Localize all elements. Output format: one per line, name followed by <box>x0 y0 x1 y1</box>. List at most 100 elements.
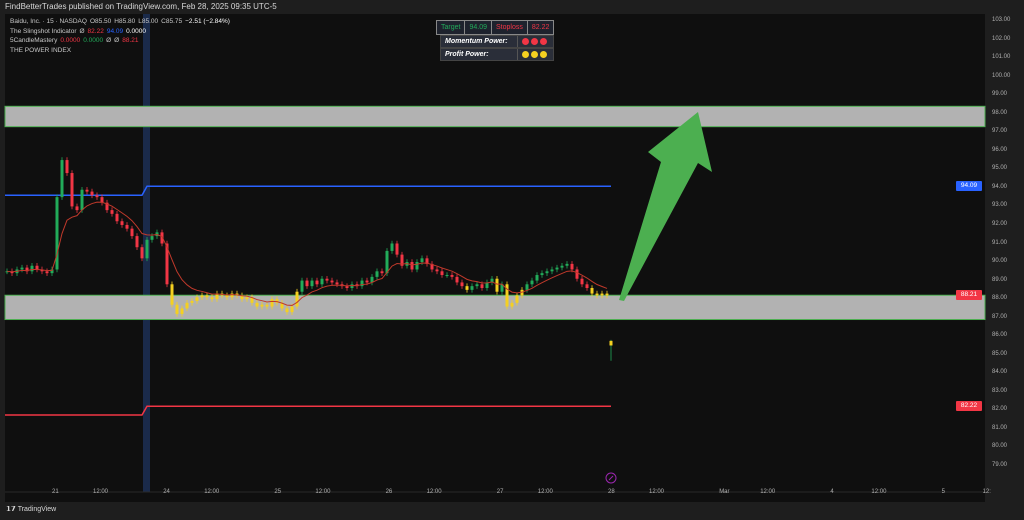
price-tick: 86.00 <box>992 332 1008 339</box>
price-tick: 81.00 <box>992 424 1008 431</box>
candle-body <box>465 286 469 290</box>
null-symbol: Ø <box>106 37 112 44</box>
candle-body <box>285 308 289 313</box>
candlemastery-legend[interactable]: 5CandleMastery 0.0000 0.0000 Ø Ø 88.21 <box>10 36 233 46</box>
candle-body <box>65 160 69 174</box>
price-tick: 91.00 <box>992 239 1008 246</box>
candle-body <box>55 197 59 270</box>
price-tick: 102.00 <box>992 35 1011 42</box>
candle-body <box>345 286 349 288</box>
candle-body <box>425 258 429 264</box>
time-tick: 25 <box>274 489 282 495</box>
symbol-name: Baidu, Inc. · 15 · NASDAQ <box>10 18 87 25</box>
candle-body <box>600 293 604 296</box>
signal-table: Target 94.09 Stoploss 82.22 Momentum Pow… <box>436 20 555 61</box>
candle-body <box>590 288 594 294</box>
candle-body <box>550 269 554 272</box>
candle-body <box>50 269 54 274</box>
price-tick: 94.00 <box>992 183 1008 190</box>
candle-body <box>585 284 589 288</box>
candle-body <box>370 276 374 283</box>
candle-body <box>210 297 214 300</box>
open-value: O85.50 <box>89 18 112 25</box>
tradingview-brand[interactable]: 𝟭𝟳 TradingView <box>6 505 56 513</box>
price-tick: 82.00 <box>992 406 1008 413</box>
null-symbol: Ø <box>79 27 85 35</box>
candle-body <box>450 275 454 277</box>
replay-icon[interactable] <box>605 472 617 484</box>
target-label: Target <box>437 21 466 34</box>
candle-body <box>275 299 279 303</box>
profit-dot-icon <box>540 51 547 58</box>
momentum-label: Momentum Power: <box>441 36 518 47</box>
time-tick: 12:00 <box>93 489 109 495</box>
slingshot-legend[interactable]: The Slingshot Indicator Ø 82.22 94.09 0.0000 <box>10 27 233 37</box>
candle-body <box>200 295 204 298</box>
profit-label: Profit Power: <box>441 49 518 60</box>
price-tick: 89.00 <box>992 276 1008 283</box>
candle-body <box>265 304 269 307</box>
stop-value: 82.22 <box>87 27 104 35</box>
candle-body <box>380 271 384 274</box>
candle-body <box>30 265 34 272</box>
price-tick: 93.00 <box>992 202 1008 209</box>
candle-body <box>310 280 314 287</box>
candle-body <box>305 280 309 287</box>
time-tick: 12:00 <box>649 489 665 495</box>
candle-body <box>90 191 94 196</box>
candle-body <box>410 262 414 270</box>
price-tick: 100.00 <box>992 72 1011 79</box>
indicator-value: 0.0000 <box>60 37 81 44</box>
stoploss-line <box>5 405 611 416</box>
candle-body <box>170 284 174 305</box>
candle-body <box>80 189 84 211</box>
candle-body <box>175 304 179 314</box>
candle-body <box>115 213 119 222</box>
candle-body <box>205 295 209 298</box>
time-tick: 26 <box>385 489 393 495</box>
candle-body <box>150 236 154 240</box>
candle-body <box>70 173 74 207</box>
time-tick: Mar <box>719 489 730 495</box>
symbol-legend[interactable]: Baidu, Inc. · 15 · NASDAQ O85.50 H85.80 L85… <box>10 17 233 27</box>
indicator-value: 88.21 <box>122 37 139 44</box>
candle-body <box>445 275 449 277</box>
candle-body <box>605 293 609 296</box>
candle-body <box>395 243 399 255</box>
candle-body <box>570 263 574 270</box>
candle-body <box>455 276 459 283</box>
momentum-dot-icon <box>540 38 547 45</box>
price-tag: 82.22 <box>956 401 982 412</box>
candle-body <box>375 271 379 277</box>
candle-body <box>480 284 484 288</box>
candle-body <box>290 306 294 313</box>
price-tick: 80.00 <box>992 443 1008 450</box>
candle-body <box>260 304 264 307</box>
candle-body <box>245 297 249 300</box>
indicator-name: THE POWER INDEX <box>10 46 72 54</box>
candle-body <box>75 206 79 211</box>
stoploss-value: 82.22 <box>531 24 550 31</box>
power-index-legend[interactable]: THE POWER INDEX <box>10 46 233 56</box>
candle-body <box>350 284 354 288</box>
candle-body <box>180 308 184 314</box>
candle-body <box>85 189 89 192</box>
price-tick: 83.00 <box>992 387 1008 394</box>
candle-body <box>420 258 424 263</box>
momentum-dot-icon <box>531 38 538 45</box>
candle-body <box>525 284 529 290</box>
tradingview-logo-icon: 𝟭𝟳 <box>6 506 18 513</box>
candle-body <box>215 293 219 300</box>
candle-body <box>475 284 479 287</box>
plot-area[interactable] <box>5 14 985 502</box>
candle-body <box>130 228 134 237</box>
candle-body <box>105 202 109 211</box>
profit-dot-icon <box>531 51 538 58</box>
candle-body <box>560 265 564 268</box>
price-tick: 85.00 <box>992 350 1008 357</box>
candle-body <box>440 271 444 276</box>
candle-body <box>320 278 324 285</box>
candle-body <box>515 295 519 303</box>
price-tick: 97.00 <box>992 128 1008 135</box>
